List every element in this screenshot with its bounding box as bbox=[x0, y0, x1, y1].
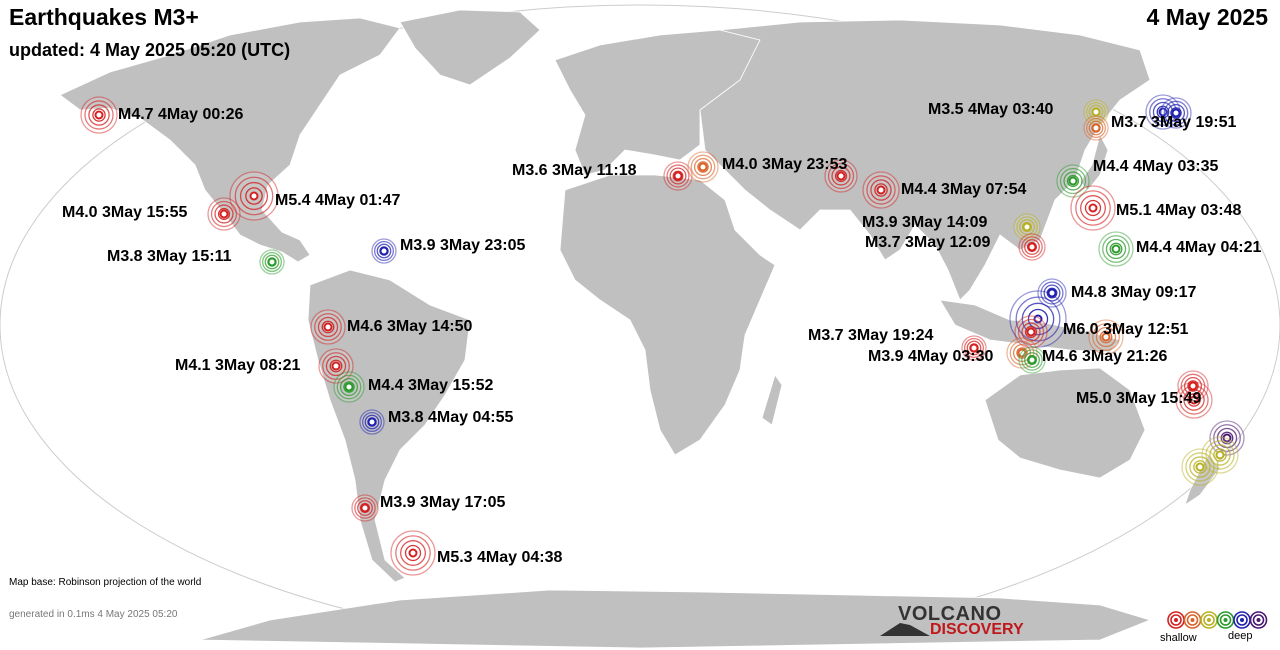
legend-ring bbox=[1249, 611, 1268, 629]
logo-top-text: VOLCANO bbox=[898, 603, 1002, 625]
volcano-icon bbox=[880, 623, 930, 636]
europe bbox=[554, 29, 761, 176]
madagascar bbox=[761, 374, 783, 426]
legend-ring bbox=[1233, 611, 1251, 629]
quake-marker[interactable] bbox=[1018, 233, 1046, 261]
quake-marker[interactable] bbox=[687, 151, 719, 183]
quake-label[interactable]: M4.4 3May 07:54 bbox=[901, 181, 1027, 198]
quake-marker-extra[interactable] bbox=[1009, 290, 1067, 348]
south-america bbox=[307, 269, 471, 583]
map-base-note: Map base: Robinson projection of the wor… bbox=[9, 577, 202, 588]
quake-label[interactable]: M3.9 4May 03:30 bbox=[868, 348, 994, 365]
map-title: Earthquakes M3+ bbox=[9, 4, 199, 30]
quake-marker[interactable] bbox=[1083, 115, 1109, 141]
quake-label[interactable]: M3.9 3May 23:05 bbox=[400, 237, 526, 254]
volcano-discovery-logo[interactable]: VOLCANO DISCOVERY bbox=[880, 603, 1040, 643]
quake-label[interactable]: M4.4 4May 04:21 bbox=[1136, 239, 1262, 256]
quake-marker-extra[interactable] bbox=[1201, 436, 1239, 474]
quake-label[interactable]: M4.7 4May 00:26 bbox=[118, 106, 244, 123]
logo-bottom-text: DISCOVERY bbox=[930, 621, 1024, 638]
north-america bbox=[59, 17, 401, 263]
depth-legend: shallow deep bbox=[1160, 608, 1270, 648]
generated-note: generated in 0.1ms 4 May 2025 05:20 bbox=[9, 609, 178, 620]
quake-marker[interactable] bbox=[1018, 346, 1046, 374]
quake-label[interactable]: M4.4 4May 03:35 bbox=[1093, 158, 1219, 175]
legend-deep-label: deep bbox=[1228, 630, 1253, 642]
quake-marker[interactable] bbox=[351, 494, 379, 522]
quake-marker[interactable] bbox=[1070, 185, 1116, 231]
quake-marker-extra[interactable] bbox=[1181, 448, 1219, 486]
quake-marker[interactable] bbox=[259, 249, 285, 275]
australia bbox=[984, 367, 1146, 479]
africa bbox=[559, 174, 776, 456]
quake-marker[interactable] bbox=[207, 197, 241, 231]
quake-label[interactable]: M4.6 3May 14:50 bbox=[347, 318, 473, 335]
quake-marker-extra[interactable] bbox=[1014, 315, 1048, 349]
quake-marker[interactable] bbox=[1037, 278, 1067, 308]
japan bbox=[1079, 133, 1109, 191]
quake-marker[interactable] bbox=[80, 96, 118, 134]
quake-label[interactable]: M4.6 3May 21:26 bbox=[1042, 348, 1168, 365]
land-masses bbox=[59, 9, 1221, 649]
quake-label[interactable]: M5.3 4May 04:38 bbox=[437, 549, 563, 566]
quake-label[interactable]: M4.4 3May 15:52 bbox=[368, 377, 494, 394]
quake-label[interactable]: M3.7 3May 19:51 bbox=[1111, 114, 1237, 131]
quake-label[interactable]: M3.6 3May 11:18 bbox=[512, 162, 637, 179]
legend-shallow-label: shallow bbox=[1160, 632, 1197, 644]
updated-timestamp: updated: 4 May 2025 05:20 (UTC) bbox=[9, 40, 291, 60]
legend-ring bbox=[1200, 611, 1218, 629]
quake-label[interactable]: M5.4 4May 01:47 bbox=[275, 192, 401, 209]
quake-label[interactable]: M4.0 3May 23:53 bbox=[722, 156, 848, 173]
quake-label[interactable]: M3.8 4May 04:55 bbox=[388, 409, 514, 426]
quake-label[interactable]: M3.7 3May 12:09 bbox=[865, 234, 991, 251]
quake-label[interactable]: M6.0 3May 12:51 bbox=[1063, 321, 1189, 338]
quake-marker[interactable] bbox=[359, 409, 385, 435]
quake-marker[interactable] bbox=[229, 171, 279, 221]
quake-label[interactable]: M4.8 3May 09:17 bbox=[1071, 284, 1197, 301]
quake-marker[interactable] bbox=[310, 309, 346, 345]
quake-marker[interactable] bbox=[1056, 164, 1090, 198]
quake-marker-extra[interactable] bbox=[1160, 97, 1192, 129]
quake-marker[interactable] bbox=[318, 348, 354, 384]
quake-marker[interactable] bbox=[961, 335, 987, 361]
quake-marker[interactable] bbox=[390, 530, 436, 576]
legend-rings bbox=[1167, 611, 1268, 629]
quake-label[interactable]: M5.0 3May 15:49 bbox=[1076, 390, 1202, 407]
quake-marker[interactable] bbox=[1098, 231, 1134, 267]
quake-label[interactable]: M3.5 4May 03:40 bbox=[928, 101, 1054, 118]
asia bbox=[699, 19, 1151, 301]
new-zealand bbox=[1184, 454, 1221, 506]
quake-label[interactable]: M3.9 3May 14:09 bbox=[862, 214, 988, 231]
quake-marker[interactable] bbox=[1177, 370, 1209, 402]
quake-label[interactable]: M3.8 3May 15:11 bbox=[107, 248, 232, 265]
quake-marker[interactable] bbox=[1013, 213, 1041, 241]
quake-label[interactable]: M5.1 4May 03:48 bbox=[1116, 202, 1242, 219]
quake-marker[interactable] bbox=[862, 171, 900, 209]
quake-marker[interactable] bbox=[1088, 319, 1124, 355]
quake-marker[interactable] bbox=[663, 161, 693, 191]
quake-label[interactable]: M4.1 3May 08:21 bbox=[175, 357, 301, 374]
quake-marker-extra[interactable] bbox=[824, 159, 858, 193]
greenland bbox=[399, 9, 541, 86]
quake-label[interactable]: M4.0 3May 15:55 bbox=[62, 204, 188, 221]
quake-marker[interactable] bbox=[371, 238, 397, 264]
current-date: 4 May 2025 bbox=[1146, 4, 1268, 30]
quake-label[interactable]: M3.9 3May 17:05 bbox=[380, 494, 506, 511]
quake-label[interactable]: M3.7 3May 19:24 bbox=[808, 327, 934, 344]
quake-marker[interactable] bbox=[333, 371, 365, 403]
quake-markers bbox=[80, 94, 1245, 576]
